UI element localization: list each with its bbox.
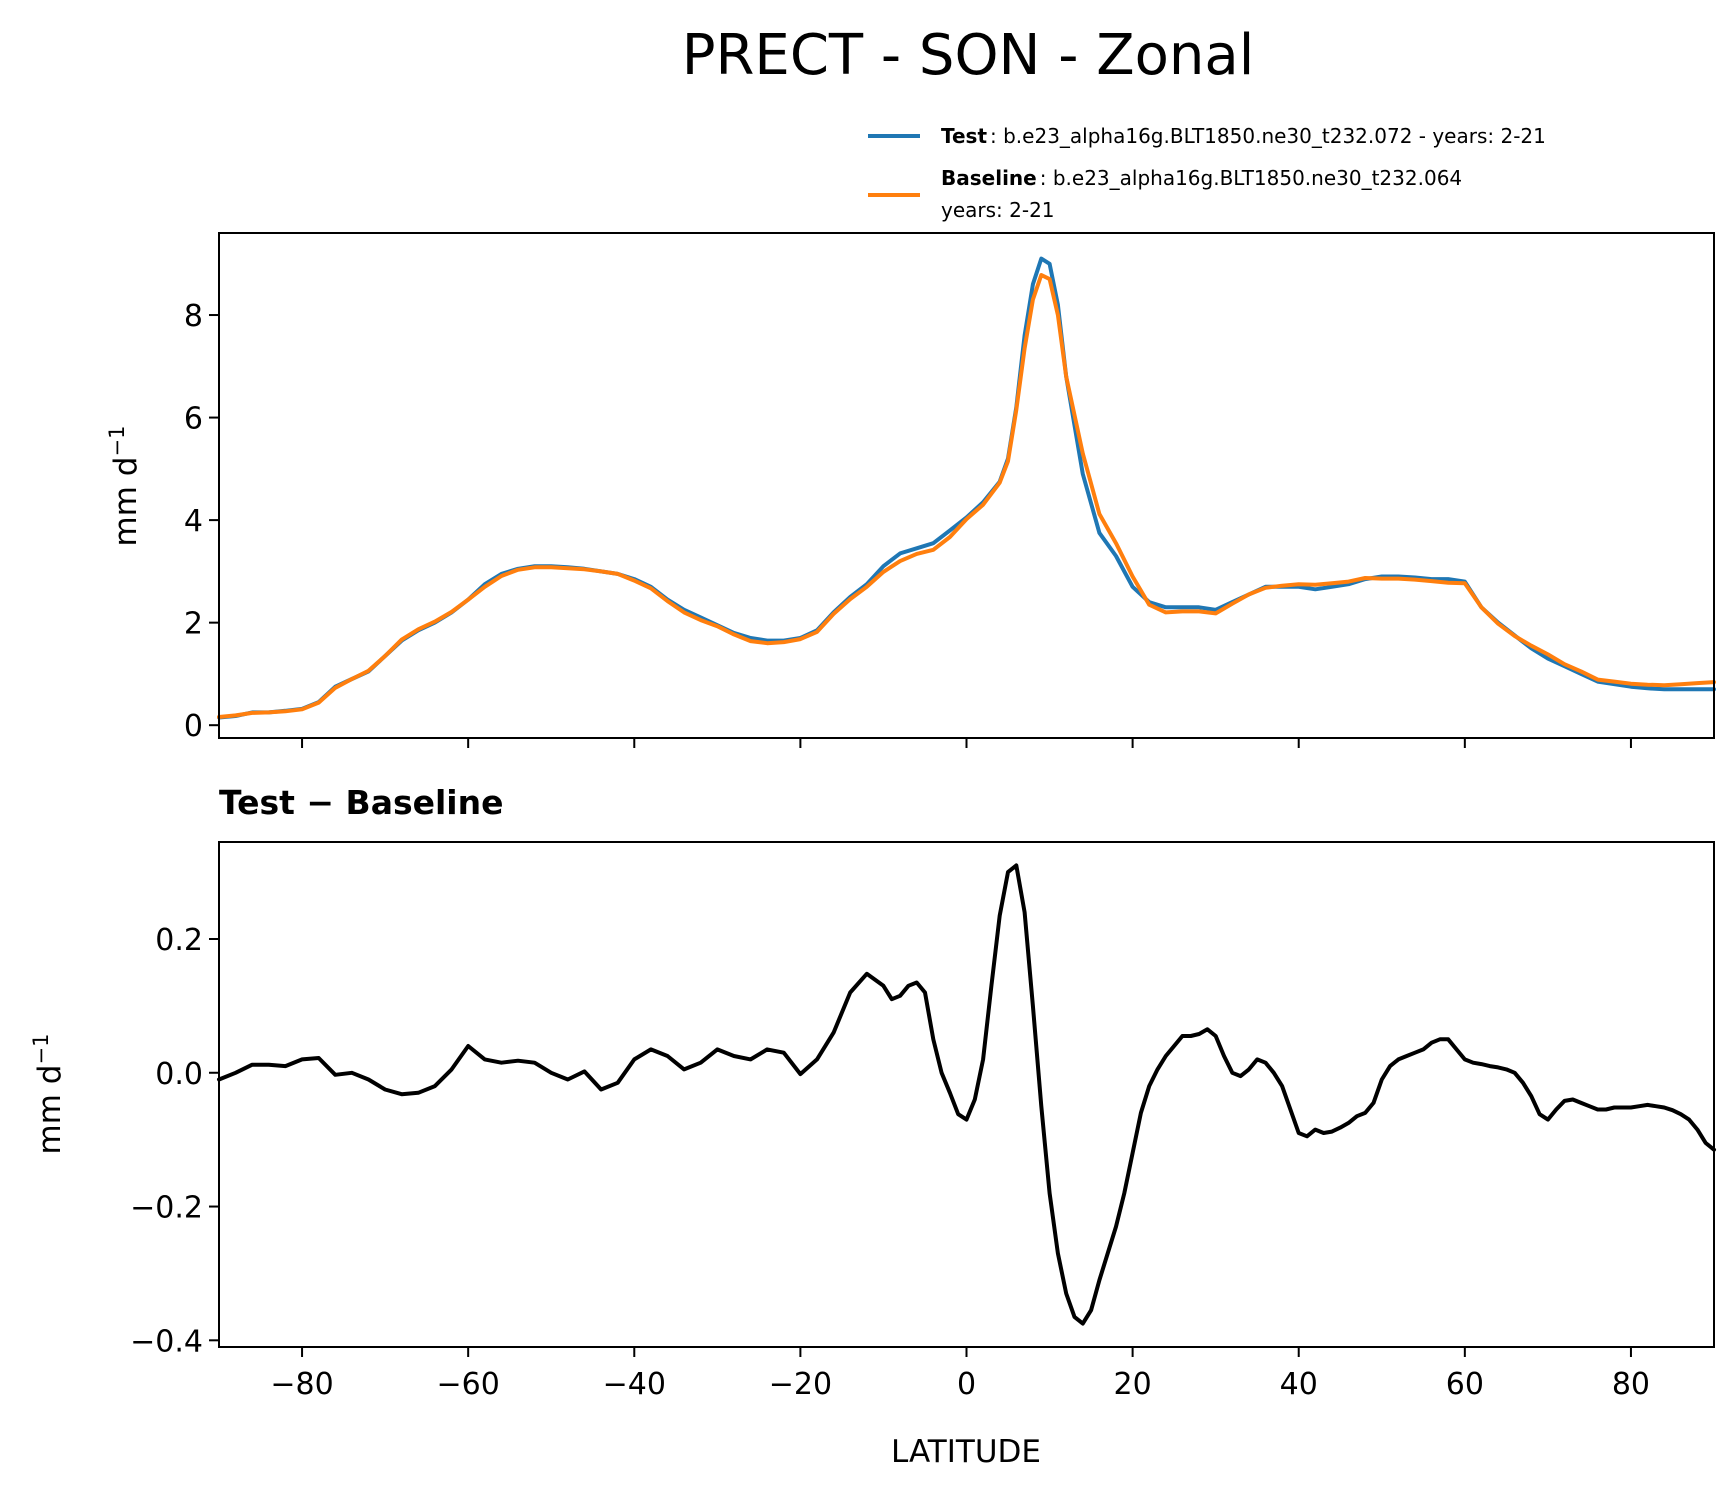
top-ticks: 0 2 4 6 8 (184, 299, 1632, 748)
y-tick-label: 8 (184, 299, 203, 334)
y-tick-label: −0.2 (130, 1191, 203, 1226)
y-tick-label: 0 (184, 709, 203, 744)
x-tick-label: 80 (1612, 1367, 1650, 1402)
top-axes-frame (218, 232, 1715, 739)
legend-test-label: Test (941, 124, 987, 148)
top-ylabel-sup: −1 (105, 426, 129, 457)
top-lines (217, 256, 1716, 720)
y-tick-label: 0.0 (155, 1057, 203, 1092)
x-tick-label: −80 (270, 1367, 333, 1402)
bottom-ylabel-sup: −1 (29, 1034, 53, 1065)
x-axis-label: LATITUDE (891, 1434, 1041, 1470)
series-line-test-baseline (217, 863, 1716, 1326)
bottom-panel: Test − Baseline −0.4−0.20.00.2−80 −60 −40−… (29, 783, 1716, 1470)
legend-baseline-text: : b.e23_alpha16g.BLT1850.ne30_t232.064 (1040, 166, 1462, 190)
top-ylabel-main: mm d (108, 457, 144, 547)
y-tick-label: 2 (184, 607, 203, 642)
top-panel: 0 2 4 6 8 mm d−1 (105, 232, 1716, 748)
bottom-lines (217, 863, 1716, 1326)
bottom-ticks: −0.4 −0.2 0.0 0.2 −80 −60 −40 −20 0 20 40 60 80 (130, 923, 1650, 1402)
legend-test-text: : b.e23_alpha16g.BLT1850.ne30_t232.072 -… (990, 124, 1546, 148)
x-tick-label: −20 (769, 1367, 832, 1402)
legend: Test: b.e23_alpha16g.BLT1850.ne30_t232.0… (868, 124, 1546, 222)
legend-test-entry: Test: b.e23_alpha16g.BLT1850.ne30_t232.0… (941, 124, 1546, 148)
x-tick-label: 40 (1280, 1367, 1318, 1402)
y-tick-label: 4 (184, 504, 203, 539)
top-ylabel: mm d−1 (105, 426, 144, 547)
x-tick-label: 0 (957, 1367, 976, 1402)
y-tick-label: 6 (184, 402, 203, 437)
x-tick-label: 60 (1446, 1367, 1484, 1402)
bottom-axes-frame (218, 841, 1715, 1348)
bottom-title: Test − Baseline (219, 783, 504, 822)
legend-baseline-years: years: 2-21 (941, 198, 1055, 222)
bottom-ylabel-main: mm d (32, 1065, 68, 1155)
x-tick-label: 20 (1114, 1367, 1152, 1402)
legend-baseline-entry: Baseline: b.e23_alpha16g.BLT1850.ne30_t2… (941, 166, 1462, 190)
series-line-baseline (217, 273, 1716, 719)
bottom-ylabel: mm d−1 (29, 1034, 68, 1155)
y-tick-label: −0.4 (130, 1324, 203, 1359)
figure-title: PRECT - SON - Zonal (682, 23, 1255, 88)
y-tick-label: 0.2 (155, 923, 203, 958)
x-tick-label: −60 (437, 1367, 500, 1402)
x-tick-label: −40 (603, 1367, 666, 1402)
legend-baseline-label: Baseline (941, 166, 1037, 190)
